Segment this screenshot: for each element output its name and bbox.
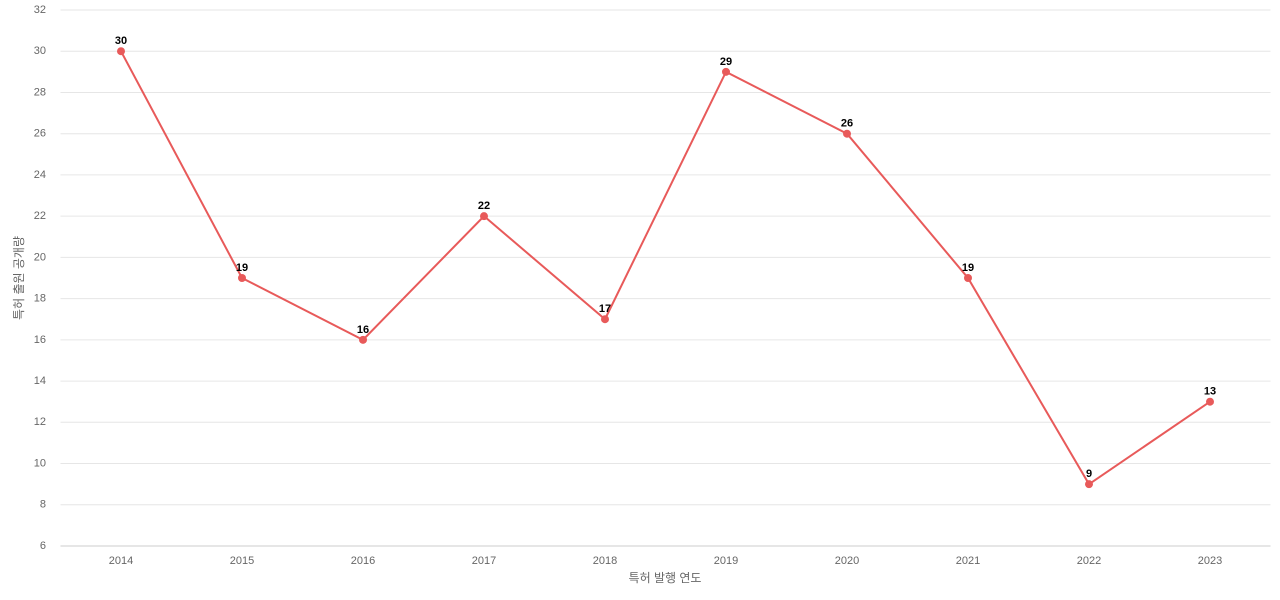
data-label: 17 (599, 303, 611, 315)
x-tick-label: 2022 (1077, 555, 1101, 567)
x-tick-label: 2014 (109, 555, 133, 567)
y-tick-label: 30 (34, 45, 46, 57)
point (238, 274, 246, 282)
point (1206, 397, 1214, 406)
data-label: 19 (236, 262, 248, 274)
x-tick-label: 2018 (593, 555, 617, 567)
point (843, 129, 851, 138)
y-tick-label: 10 (34, 457, 46, 469)
y-tick-label: 18 (34, 293, 46, 305)
x-tick-label: 2019 (714, 555, 738, 567)
point (601, 315, 609, 324)
y-axis-label: 특허 출원 공개량 (12, 236, 26, 320)
data-label: 19 (962, 262, 974, 274)
x-tick-label: 2020 (835, 555, 859, 567)
point (117, 47, 125, 56)
x-tick-label: 2021 (956, 555, 980, 567)
data-label: 9 (1086, 468, 1092, 480)
data-label: 22 (478, 200, 490, 212)
data-label: 13 (1204, 386, 1216, 398)
y-tick-label: 24 (34, 169, 46, 181)
x-axis-label: 특허 발행 연도 (629, 570, 702, 585)
point (480, 212, 488, 221)
point (1085, 480, 1093, 489)
y-tick-label: 20 (34, 251, 46, 263)
y-tick-label: 12 (34, 416, 46, 428)
x-tick-label: 2015 (230, 555, 254, 567)
point (722, 67, 730, 76)
y-tick-label: 6 (40, 540, 46, 552)
y-tick-label: 26 (34, 128, 46, 140)
x-tick-label: 2016 (351, 555, 375, 567)
data-label: 26 (841, 118, 853, 130)
y-tick-label: 28 (34, 86, 46, 98)
point (359, 335, 367, 344)
line (120, 50, 1211, 486)
y-tick-label: 32 (34, 4, 46, 16)
point (964, 274, 972, 282)
data-label: 29 (720, 56, 732, 68)
data-label: 30 (115, 35, 127, 47)
data-label: 16 (357, 324, 369, 336)
y-tick-label: 14 (34, 375, 46, 387)
x-tick-label: 2023 (1198, 555, 1222, 567)
x-tick-label: 2017 (472, 555, 496, 567)
y-tick-label: 16 (34, 334, 46, 346)
y-tick-label: 22 (34, 210, 46, 222)
y-tick-label: 8 (40, 499, 46, 511)
